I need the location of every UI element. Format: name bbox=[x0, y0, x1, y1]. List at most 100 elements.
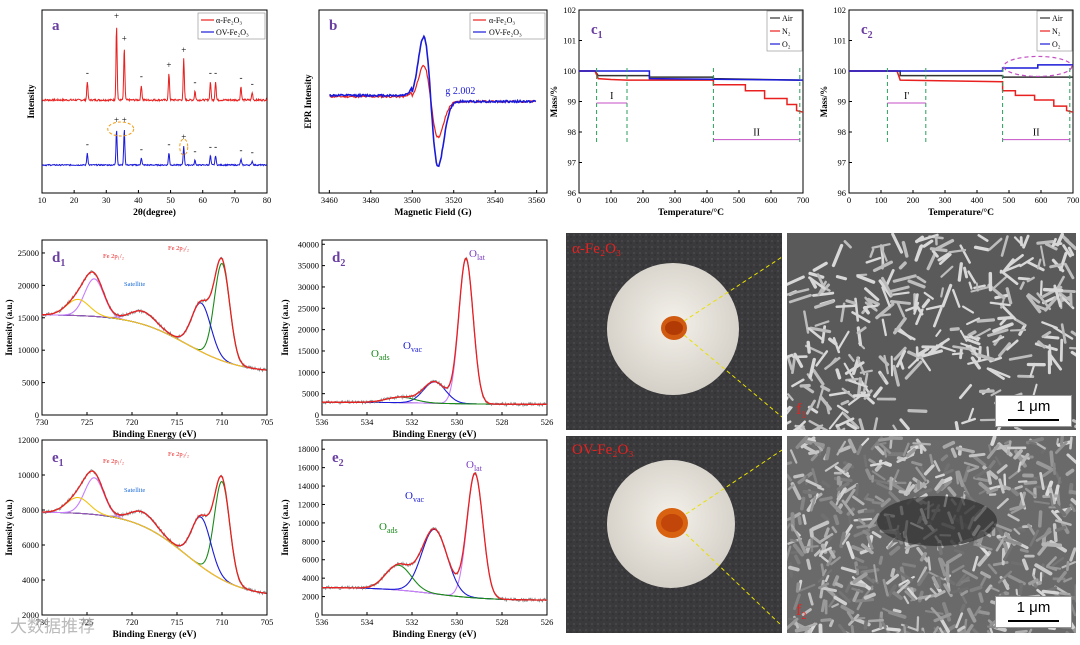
epr-series-line bbox=[329, 34, 537, 168]
sem-nanorod bbox=[1007, 513, 1020, 522]
panel-sublabel: 2 bbox=[340, 258, 345, 269]
sem-nanorod bbox=[992, 561, 1009, 567]
species-label: Ovac bbox=[405, 490, 425, 504]
sem-nanorod bbox=[787, 355, 794, 371]
sem-nanorod bbox=[789, 449, 798, 464]
x-tick-label: 600 bbox=[1035, 195, 1048, 205]
sem-nanorod bbox=[867, 618, 884, 623]
watermark: 大数据推荐 bbox=[10, 617, 95, 637]
sem-nanorod bbox=[931, 576, 940, 589]
sem-nanorod bbox=[863, 620, 868, 630]
y-axis-label: Intensity (a.u.) bbox=[280, 299, 290, 355]
sem-nanorod bbox=[891, 291, 910, 296]
sem-nanorod bbox=[890, 568, 896, 578]
sem-nanorod bbox=[969, 344, 978, 356]
x-tick-label: 710 bbox=[216, 417, 229, 427]
sem-nanorod bbox=[1049, 492, 1054, 508]
legend: Air N₂ O₂ bbox=[1036, 10, 1073, 52]
x-tick-label: 725 bbox=[81, 617, 94, 627]
sem-nanorod bbox=[846, 611, 855, 621]
plot-frame bbox=[41, 9, 268, 194]
sem-nanorod bbox=[1046, 556, 1057, 568]
y-tick-label: 4000 bbox=[22, 575, 39, 585]
legend: α-Fe₂O₃ OV-Fe₂O₃ bbox=[197, 12, 266, 40]
y-tick-label: 102 bbox=[563, 5, 576, 15]
sem-nanorod bbox=[874, 444, 885, 456]
sem-nanorod bbox=[955, 573, 967, 587]
sem-nanorod bbox=[836, 404, 849, 414]
sem-nanorod bbox=[980, 576, 987, 587]
sem-nanorod bbox=[1068, 489, 1076, 495]
y-tick-label: 2000 bbox=[302, 592, 319, 602]
sem-nanorod bbox=[808, 276, 826, 290]
sem-nanorod bbox=[1041, 321, 1058, 330]
sem-nanorod bbox=[809, 495, 817, 512]
sem-nanorod bbox=[962, 569, 979, 580]
sem-nanorod bbox=[976, 609, 990, 616]
sem-nanorod bbox=[941, 283, 953, 308]
xps-envelope-line bbox=[42, 257, 267, 371]
sem-nanorod bbox=[1056, 570, 1067, 583]
sem-nanorod bbox=[903, 595, 910, 605]
sem-nanorod bbox=[999, 269, 1019, 286]
sem-nanorod bbox=[1059, 436, 1064, 447]
sem-nanorod bbox=[998, 478, 1005, 494]
sem-nanorod bbox=[892, 424, 898, 430]
sem-nanorod bbox=[1039, 471, 1045, 490]
legend: α-Fe₂O₃ OV-Fe₂O₃ bbox=[469, 12, 546, 40]
sem-nanorod bbox=[989, 627, 994, 633]
sem-nanorod bbox=[951, 288, 961, 308]
x-tick-label: 532 bbox=[406, 617, 419, 627]
sem-nanorod bbox=[858, 418, 865, 430]
sem-nanorod bbox=[856, 600, 863, 611]
sem-nanorod bbox=[1019, 257, 1034, 268]
sem-nanorod bbox=[958, 383, 973, 400]
sem-nanorod bbox=[997, 315, 1015, 321]
sem-nanorod bbox=[1041, 589, 1059, 595]
sem-nanorod bbox=[856, 326, 863, 347]
sem-nanorod bbox=[1056, 437, 1059, 446]
sem-nanorod bbox=[932, 306, 943, 328]
sem-nanorod bbox=[953, 549, 965, 555]
xrd-peak-marker: + bbox=[114, 11, 119, 21]
sem-nanorod bbox=[1055, 525, 1067, 532]
sem-nanorod bbox=[935, 473, 945, 479]
sem-nanorod bbox=[1003, 542, 1009, 553]
sem-nanorod bbox=[915, 235, 925, 244]
sem-nanorod bbox=[921, 349, 943, 358]
sem-nanorod bbox=[787, 406, 793, 415]
scale-bar-f1: 1 μm bbox=[995, 395, 1072, 427]
y-tick-label: 10000 bbox=[18, 345, 39, 355]
sem-nanorod bbox=[878, 279, 893, 298]
x-axis-label: 2θ(degree) bbox=[133, 207, 176, 218]
sem-nanorod bbox=[893, 346, 907, 361]
sem-nanorod bbox=[1023, 480, 1038, 485]
sem-nanorod bbox=[940, 558, 947, 567]
sem-nanorod bbox=[843, 240, 852, 249]
sem-nanorod bbox=[851, 587, 864, 593]
xrd-series-line bbox=[41, 129, 267, 167]
sem-nanorod bbox=[871, 501, 884, 505]
sem-nanorod bbox=[814, 299, 835, 309]
sem-nanorod bbox=[967, 357, 989, 365]
sem-nanorod bbox=[1028, 628, 1033, 633]
sem-nanorod bbox=[1036, 588, 1046, 597]
sem-nanorod bbox=[800, 496, 806, 511]
sem-nanorod bbox=[881, 286, 891, 307]
sem-nanorod bbox=[891, 233, 904, 254]
panel-sublabel: 1 bbox=[598, 30, 603, 41]
y-tick-label: 100 bbox=[833, 66, 846, 76]
sem-nanorod bbox=[995, 536, 1006, 552]
sem-nanorod bbox=[819, 496, 833, 502]
sem-nanorod bbox=[864, 287, 880, 302]
plot-frame bbox=[41, 439, 268, 616]
panel-label: e2 bbox=[332, 450, 344, 469]
sem-nanorod bbox=[901, 562, 917, 568]
xrd-peak-marker: - bbox=[239, 73, 242, 83]
sem-nanorod bbox=[856, 326, 867, 335]
sem-nanorod bbox=[883, 354, 889, 375]
xps-component-line bbox=[42, 302, 267, 371]
sem-nanorod bbox=[787, 617, 799, 631]
sem-nanorod bbox=[852, 588, 861, 603]
x-tick-label: 500 bbox=[1003, 195, 1016, 205]
